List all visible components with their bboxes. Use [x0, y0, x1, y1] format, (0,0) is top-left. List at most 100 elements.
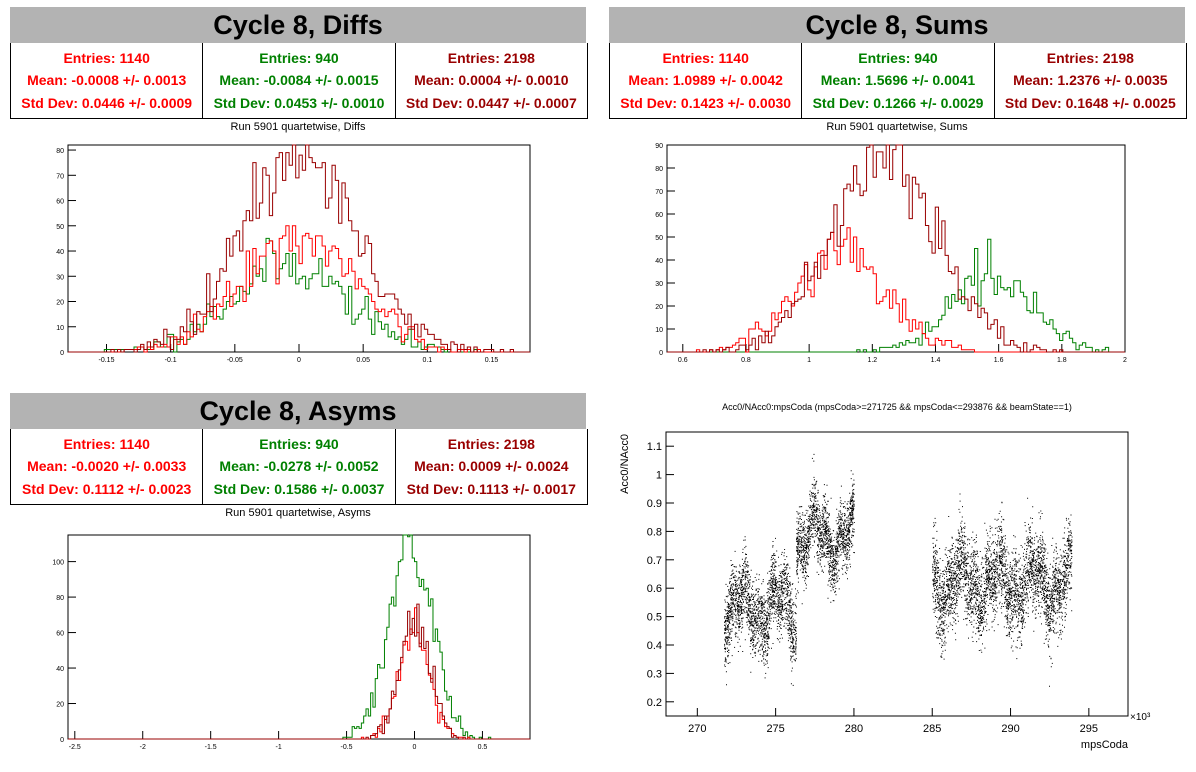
x-tick-label: 1.2: [867, 357, 877, 364]
x-tick-label: 0: [297, 357, 301, 364]
y-tick-label: 60: [655, 212, 663, 219]
y-tick-label: 0.6: [647, 583, 662, 595]
stat-mean: Mean: 1.0989 +/- 0.0042: [628, 72, 783, 89]
x-tick-label: 0.05: [356, 357, 370, 364]
stat-mean: Mean: -0.0020 +/- 0.0033: [27, 458, 187, 475]
asyms-frame: [67, 534, 531, 740]
x-tick-label: 0.6: [678, 357, 688, 364]
asyms-histogram: -2.5 -2 -1.5 -1 -0.5 0 0.5 0 20 40 60 80 100: [52, 534, 531, 751]
scatter-plot: 270 275 280 285 290 295 0.2 0.3 0.4 0.5 0.6 0.7 0.8 0…: [619, 431, 1151, 751]
x-tick-label: -0.5: [341, 744, 353, 751]
y-tick-label: 80: [56, 148, 64, 155]
stat-mean: Mean: -0.0084 +/- 0.0015: [219, 72, 379, 89]
y-tick-label: 60: [56, 199, 64, 206]
x-axis-exponent: ×10³: [1130, 712, 1151, 723]
asyms-series-0: [68, 534, 530, 740]
y-tick-label: 10: [655, 327, 663, 334]
sums-title: Cycle 8, Sums: [609, 7, 1185, 43]
scatter-points: [724, 453, 1073, 687]
x-tick-label: 295: [1080, 723, 1098, 735]
stat-std: Std Dev: 0.0447 +/- 0.0007: [405, 94, 577, 111]
y-axis-label: Acc0/NAcc0: [619, 434, 631, 494]
stat-entries: Entries: 1140: [63, 436, 150, 453]
scatter-frame: [665, 431, 1129, 717]
diffs-series-0: [68, 237, 530, 353]
sums-series-2: [667, 144, 1125, 353]
y-tick-label: 70: [56, 173, 64, 180]
diffs-stats-box: Entries: 1140 Mean: -0.0008 +/- 0.0013 S…: [10, 43, 588, 119]
x-tick-label: -1.5: [205, 744, 217, 751]
stat-entries: Entries: 2198: [1046, 50, 1134, 67]
scatter-title: Acc0/NAcc0:mpsCoda (mpsCoda>=271725 && m…: [722, 402, 1072, 412]
diffs-histogram: -0.15 -0.1 -0.05 0 0.05 0.1 0.15 0 10 20 30 40 50 60 7…: [56, 144, 531, 364]
diffs-series-1: [68, 225, 530, 353]
stat-entries: Entries: 940: [259, 50, 339, 67]
x-tick-label: -0.15: [99, 357, 115, 364]
x-tick-label: -2.5: [69, 744, 81, 751]
asyms-stats-green: Entries: 940 Mean: -0.0278 +/- 0.0052 St…: [202, 429, 394, 504]
y-tick-label: 0: [659, 350, 663, 357]
y-tick-label: 90: [655, 143, 663, 150]
y-tick-label: 100: [52, 560, 64, 567]
y-tick-label: 50: [655, 235, 663, 242]
y-tick-label: 0.8: [647, 526, 662, 538]
x-tick-label: 1.8: [1057, 357, 1067, 364]
x-tick-label: 0.8: [741, 357, 751, 364]
x-tick-label: 0: [413, 744, 417, 751]
y-tick-label: 30: [56, 274, 64, 281]
x-tick-label: 275: [766, 723, 784, 735]
sums-stats-box: Entries: 1140 Mean: 1.0989 +/- 0.0042 St…: [609, 43, 1187, 119]
asyms-title: Cycle 8, Asyms: [10, 393, 586, 429]
stat-mean: Mean: -0.0278 +/- 0.0052: [219, 458, 379, 475]
stat-std: Std Dev: 0.1423 +/- 0.0030: [620, 94, 792, 111]
y-tick-label: 0: [60, 737, 64, 744]
stat-std: Std Dev: 0.1586 +/- 0.0037: [213, 480, 385, 497]
y-tick-label: 0.7: [647, 555, 662, 567]
x-tick-label: -2: [140, 744, 146, 751]
x-tick-label: 290: [1001, 723, 1019, 735]
stat-std: Std Dev: 0.1112 +/- 0.0023: [22, 480, 192, 497]
y-tick-label: 20: [56, 300, 64, 307]
x-tick-label: -1: [276, 744, 282, 751]
x-tick-label: 280: [845, 723, 863, 735]
stat-entries: Entries: 940: [259, 436, 339, 453]
x-tick-label: 285: [923, 723, 941, 735]
x-tick-label: 1: [807, 357, 811, 364]
x-tick-label: -0.05: [227, 357, 243, 364]
asyms-subtitle: Run 5901 quartetwise, Asyms: [225, 507, 371, 519]
y-tick-label: 50: [56, 224, 64, 231]
y-tick-label: 80: [56, 595, 64, 602]
y-tick-label: 0.4: [647, 640, 662, 652]
sums-stats-darkred: Entries: 2198 Mean: 1.2376 +/- 0.0035 St…: [993, 43, 1186, 118]
stat-std: Std Dev: 0.0453 +/- 0.0010: [213, 94, 385, 111]
y-tick-label: 60: [56, 631, 64, 638]
asyms-stats-darkred: Entries: 2198 Mean: 0.0009 +/- 0.0024 St…: [394, 429, 587, 504]
asyms-stats-red: Entries: 1140 Mean: -0.0020 +/- 0.0033 S…: [11, 429, 202, 504]
x-tick-label: -0.1: [165, 357, 177, 364]
y-tick-label: 0.5: [647, 612, 662, 624]
stat-std: Std Dev: 0.1648 +/- 0.0025: [1004, 94, 1176, 111]
y-tick-label: 0.9: [647, 498, 662, 510]
y-tick-label: 20: [655, 304, 663, 311]
y-tick-label: 40: [56, 666, 64, 673]
y-tick-label: 40: [655, 258, 663, 265]
stat-entries: Entries: 2198: [447, 436, 535, 453]
stat-entries: Entries: 1140: [662, 50, 749, 67]
y-tick-label: 30: [655, 281, 663, 288]
stat-entries: Entries: 2198: [447, 50, 535, 67]
x-axis-label: mpsCoda: [1081, 739, 1129, 751]
x-tick-label: 270: [688, 723, 706, 735]
x-tick-label: 1.6: [994, 357, 1004, 364]
stat-mean: Mean: 0.0009 +/- 0.0024: [414, 458, 569, 475]
diffs-series-2: [68, 144, 530, 353]
y-tick-label: 0.2: [647, 697, 662, 709]
stat-mean: Mean: 1.5696 +/- 0.0041: [820, 72, 976, 89]
y-tick-label: 10: [56, 325, 64, 332]
y-tick-label: 70: [655, 189, 663, 196]
y-tick-label: 0.3: [647, 668, 662, 680]
sums-stats-red: Entries: 1140 Mean: 1.0989 +/- 0.0042 St…: [610, 43, 801, 118]
diffs-stats-green: Entries: 940 Mean: -0.0084 +/- 0.0015 St…: [202, 43, 394, 118]
y-tick-label: 80: [655, 166, 663, 173]
y-tick-label: 40: [56, 249, 64, 256]
